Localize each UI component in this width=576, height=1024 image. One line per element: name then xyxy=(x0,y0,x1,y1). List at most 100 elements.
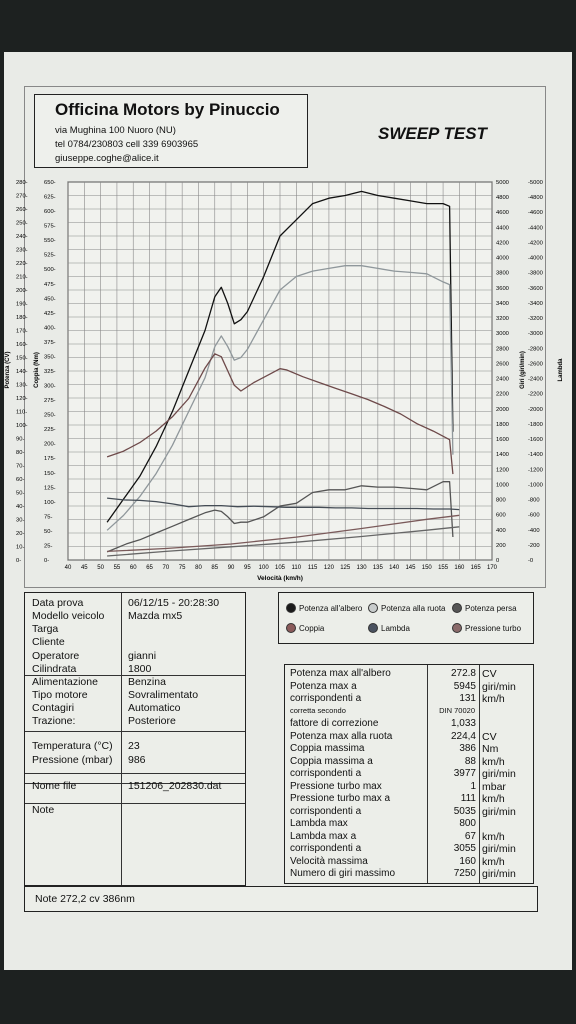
info-value: 06/12/15 - 20:28:30 xyxy=(128,597,220,609)
info-label: Nome file xyxy=(32,780,77,792)
torque-tick-label: 175- xyxy=(44,456,56,462)
torque-tick-label: 575- xyxy=(44,224,56,230)
lambda-tick-label: -800 xyxy=(528,498,540,504)
series-line-potenza-alla-ruota xyxy=(106,265,454,531)
lambda-tick-label: -1000 xyxy=(528,482,543,488)
rpm-tick-label: 1200 xyxy=(496,467,509,473)
company-email: giuseppe.coghe@alice.it xyxy=(55,153,159,164)
lambda-tick-label: -200 xyxy=(528,543,540,549)
rpm-tick-label: 1000 xyxy=(496,482,509,488)
result-label: Numero di giri massimo xyxy=(290,868,396,879)
x-axis-title: Velocità (km/h) xyxy=(257,575,303,582)
info-value: Posteriore xyxy=(128,715,176,727)
x-tick-label: 100 xyxy=(259,565,270,571)
x-tick-label: 105 xyxy=(275,565,286,571)
result-label: corrispondenti a xyxy=(290,843,362,854)
result-value: 111 xyxy=(460,793,476,804)
info-label: Note xyxy=(32,804,55,816)
torque-tick-label: 300- xyxy=(44,384,56,390)
power-tick-label: 50- xyxy=(16,491,24,497)
power-tick-label: 70- xyxy=(16,464,24,470)
power-tick-label: 250- xyxy=(16,221,28,227)
series-line-potenza-all-albero xyxy=(106,190,454,523)
company-header: Officina Motors by Pinuccio via Mughina … xyxy=(34,94,308,168)
lambda-tick-label: -3200 xyxy=(528,316,543,322)
power-tick-label: 210- xyxy=(16,275,28,281)
power-tick-label: 140- xyxy=(16,369,28,375)
info-value: 151206_202830.dat xyxy=(128,780,222,792)
report-frame xyxy=(24,86,546,588)
series-line-giri xyxy=(107,526,460,557)
x-tick-label: 75 xyxy=(179,565,186,571)
x-tick-label: 155 xyxy=(438,565,449,571)
info-value: 1800 xyxy=(128,663,152,675)
torque-tick-label: 650- xyxy=(44,180,56,186)
lambda-tick-label: -2000 xyxy=(528,407,543,413)
result-value: 5035 xyxy=(453,805,476,817)
rpm-tick-label: 3400 xyxy=(496,301,509,307)
results-panel xyxy=(284,664,534,884)
info-label: Operatore xyxy=(32,650,80,662)
footer-note: Note 272,2 cv 386nm xyxy=(35,893,135,905)
legend-label: Potenza all'albero xyxy=(299,603,363,613)
rpm-tick-label: 4400 xyxy=(496,225,509,231)
result-value: 5945 xyxy=(453,680,476,692)
x-tick-label: 60 xyxy=(130,565,137,571)
series-line-coppia xyxy=(106,353,454,475)
test-info-panel xyxy=(24,592,246,886)
lambda-tick-label: -2800 xyxy=(528,346,543,352)
info-value: 986 xyxy=(128,754,146,766)
lambda-tick-label: -4000 xyxy=(528,256,543,262)
legend-marker-icon xyxy=(286,603,296,613)
legend-label: Lambda xyxy=(381,623,410,633)
power-tick-label: 220- xyxy=(16,261,28,267)
series-line-potenza-persa xyxy=(106,481,454,553)
legend-item: Coppia xyxy=(286,623,324,633)
x-tick-label: 50 xyxy=(97,565,104,571)
torque-tick-label: 475- xyxy=(44,282,56,288)
torque-tick-label: 625- xyxy=(44,195,56,201)
result-unit: giri/min xyxy=(482,868,516,880)
result-label: Lambda max a xyxy=(290,830,357,842)
lambda-tick-label: -1200 xyxy=(528,467,543,473)
result-unit: km/h xyxy=(482,755,505,768)
rpm-tick-label: 2200 xyxy=(496,392,509,398)
power-tick-label: 180- xyxy=(16,315,28,321)
torque-tick-label: 550- xyxy=(44,238,56,244)
power-tick-label: 30- xyxy=(16,518,24,524)
result-unit: km/h xyxy=(482,793,505,805)
lambda-tick-label: -4200 xyxy=(528,240,543,246)
rpm-tick-label: 1600 xyxy=(496,437,509,443)
result-unit: km/h xyxy=(482,855,505,868)
x-tick-label: 160 xyxy=(454,565,465,571)
power-tick-label: 0- xyxy=(16,558,21,564)
result-label: corrispondenti a xyxy=(290,768,362,779)
x-tick-label: 165 xyxy=(471,565,482,571)
rpm-tick-label: 200 xyxy=(496,543,506,549)
result-unit: giri/min xyxy=(482,843,516,855)
torque-tick-label: 200- xyxy=(44,442,56,448)
lambda-tick-label: -1600 xyxy=(528,437,543,443)
torque-tick-label: 350- xyxy=(44,354,56,360)
dyno-chart: 40 45 50 55 60 65 70 75 80 85 90 95 100 105 110 115 120 1… xyxy=(5,180,564,582)
torque-tick-label: 75- xyxy=(44,514,52,520)
info-label: Contagiri xyxy=(32,702,75,714)
x-tick-label: 145 xyxy=(405,565,416,571)
result-value: 224,4 xyxy=(450,730,476,742)
torque-axis-title: Coppia (Nm) xyxy=(34,352,40,388)
result-value: 386 xyxy=(459,743,476,754)
info-label: Cliente xyxy=(32,636,65,648)
result-unit: CV xyxy=(482,730,497,743)
rpm-tick-label: 400 xyxy=(496,528,506,534)
power-tick-label: 260- xyxy=(16,207,28,213)
rpm-tick-label: 600 xyxy=(496,513,506,519)
power-axis-title: Potenza (CV) xyxy=(5,351,11,388)
company-phone: tel 0784/230803 cell 339 6903965 xyxy=(55,139,199,150)
result-label: corrispondenti a xyxy=(290,805,362,817)
result-unit: km/h xyxy=(482,830,505,843)
lambda-tick-label: -4800 xyxy=(528,195,543,201)
torque-tick-label: 400- xyxy=(44,325,56,331)
legend-item: Potenza alla ruota xyxy=(368,603,446,613)
lambda-tick-label: -4400 xyxy=(528,225,543,231)
torque-tick-label: 225- xyxy=(44,427,56,433)
